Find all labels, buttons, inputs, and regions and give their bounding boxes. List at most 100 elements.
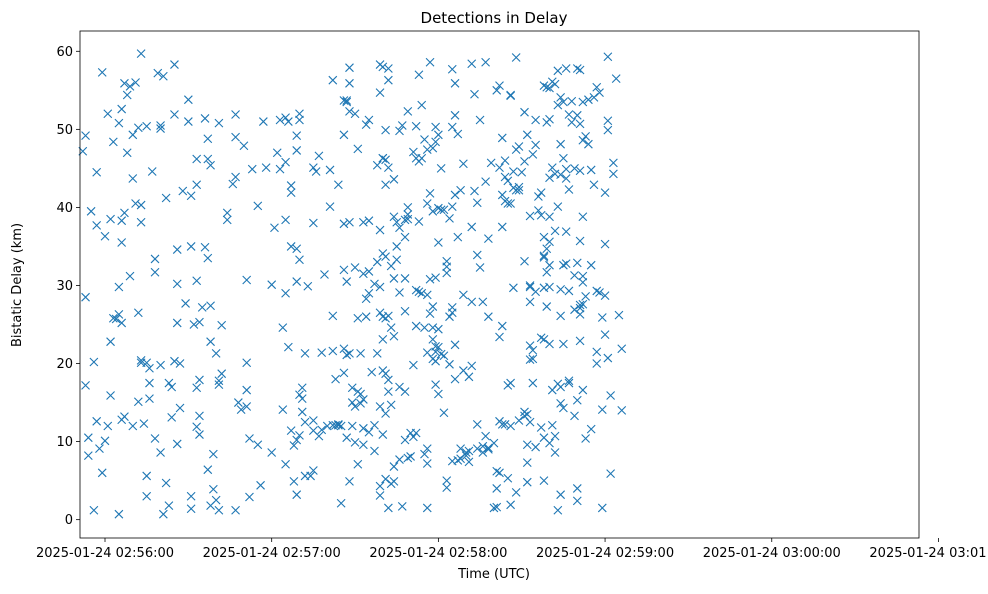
data-point-391 bbox=[447, 122, 457, 132]
data-point-109 bbox=[203, 134, 213, 144]
data-point-550 bbox=[556, 284, 566, 294]
data-point-492 bbox=[525, 282, 535, 292]
data-point-142 bbox=[245, 492, 254, 502]
y-axis-label: Bistatic Delay (km) bbox=[10, 223, 25, 347]
x-tick-label-3: 2025-01-24 02:59:00 bbox=[536, 546, 674, 561]
data-point-567 bbox=[564, 185, 574, 194]
data-point-371 bbox=[433, 130, 443, 140]
data-point-603 bbox=[586, 165, 596, 175]
data-point-561 bbox=[561, 64, 571, 73]
data-point-222 bbox=[342, 277, 352, 286]
data-point-172 bbox=[292, 146, 302, 155]
data-point-366 bbox=[431, 273, 440, 283]
data-point-265 bbox=[375, 282, 385, 292]
data-point-553 bbox=[556, 398, 566, 408]
data-point-535 bbox=[547, 163, 557, 172]
data-point-483 bbox=[520, 256, 529, 266]
data-point-104 bbox=[195, 411, 204, 421]
data-point-70 bbox=[156, 121, 165, 130]
data-point-133 bbox=[231, 505, 240, 515]
data-point-211 bbox=[333, 420, 343, 430]
data-point-353 bbox=[422, 459, 432, 468]
data-point-522 bbox=[542, 267, 552, 277]
data-point-415 bbox=[464, 446, 474, 456]
data-point-266 bbox=[375, 402, 385, 411]
data-point-393 bbox=[447, 202, 457, 212]
data-point-504 bbox=[531, 287, 541, 297]
data-point-524 bbox=[542, 302, 552, 311]
data-point-174 bbox=[292, 435, 302, 445]
data-point-20 bbox=[106, 391, 115, 400]
data-point-293 bbox=[383, 375, 393, 385]
data-point-611 bbox=[592, 82, 602, 92]
data-point-213 bbox=[336, 421, 346, 431]
data-point-376 bbox=[433, 389, 443, 399]
data-point-223 bbox=[342, 350, 352, 360]
data-point-46 bbox=[133, 123, 143, 133]
data-point-395 bbox=[447, 308, 457, 318]
data-point-368 bbox=[431, 347, 440, 357]
data-point-288 bbox=[381, 474, 390, 484]
data-point-559 bbox=[559, 339, 568, 349]
data-point-475 bbox=[511, 53, 521, 62]
x-tick-label-5: 2025-01-24 03:01:00 bbox=[869, 546, 988, 561]
data-point-482 bbox=[520, 107, 529, 117]
data-point-571 bbox=[567, 96, 577, 106]
data-point-609 bbox=[592, 359, 602, 368]
data-point-420 bbox=[470, 89, 479, 99]
data-point-110 bbox=[203, 154, 213, 164]
data-point-242 bbox=[356, 348, 365, 358]
data-point-25 bbox=[114, 118, 124, 128]
data-point-493 bbox=[525, 297, 535, 307]
data-point-124 bbox=[214, 505, 224, 515]
data-point-122 bbox=[214, 118, 224, 128]
data-point-593 bbox=[578, 277, 588, 287]
data-point-499 bbox=[528, 345, 538, 355]
data-point-165 bbox=[286, 188, 296, 197]
data-point-468 bbox=[506, 91, 516, 101]
data-point-243 bbox=[356, 398, 365, 408]
data-point-515 bbox=[539, 251, 549, 261]
data-point-435 bbox=[483, 234, 493, 244]
data-point-57 bbox=[142, 491, 152, 501]
data-point-252 bbox=[361, 120, 371, 130]
data-point-375 bbox=[433, 342, 443, 352]
data-point-250 bbox=[361, 294, 371, 304]
data-point-591 bbox=[578, 97, 588, 107]
data-point-286 bbox=[381, 369, 390, 379]
data-point-41 bbox=[128, 174, 138, 183]
data-point-505 bbox=[531, 442, 541, 452]
data-point-183 bbox=[297, 407, 307, 417]
data-point-148 bbox=[261, 163, 271, 172]
data-point-256 bbox=[364, 427, 374, 437]
data-point-188 bbox=[306, 471, 315, 481]
data-point-398 bbox=[450, 110, 460, 120]
data-point-548 bbox=[556, 139, 566, 149]
data-point-79 bbox=[170, 356, 179, 366]
data-point-486 bbox=[522, 458, 532, 468]
data-point-63 bbox=[150, 254, 160, 264]
data-point-540 bbox=[550, 226, 560, 236]
data-point-196 bbox=[314, 431, 324, 441]
data-point-248 bbox=[358, 423, 368, 433]
data-point-115 bbox=[206, 301, 215, 311]
data-point-434 bbox=[483, 312, 493, 322]
data-point-620 bbox=[600, 188, 610, 197]
data-point-111 bbox=[203, 253, 213, 263]
data-point-343 bbox=[417, 288, 427, 298]
data-point-495 bbox=[525, 355, 535, 365]
data-point-123 bbox=[214, 376, 224, 386]
data-point-190 bbox=[308, 218, 318, 228]
data-point-349 bbox=[422, 290, 432, 300]
data-point-432 bbox=[481, 177, 490, 187]
data-point-627 bbox=[609, 158, 618, 168]
data-point-565 bbox=[561, 259, 571, 269]
data-point-460 bbox=[503, 176, 513, 186]
data-point-149 bbox=[267, 280, 277, 290]
plot-frame bbox=[79, 30, 920, 539]
data-point-147 bbox=[258, 117, 268, 126]
data-point-598 bbox=[581, 131, 591, 141]
data-point-608 bbox=[592, 286, 602, 296]
data-point-510 bbox=[536, 333, 546, 343]
data-point-313 bbox=[395, 455, 404, 464]
